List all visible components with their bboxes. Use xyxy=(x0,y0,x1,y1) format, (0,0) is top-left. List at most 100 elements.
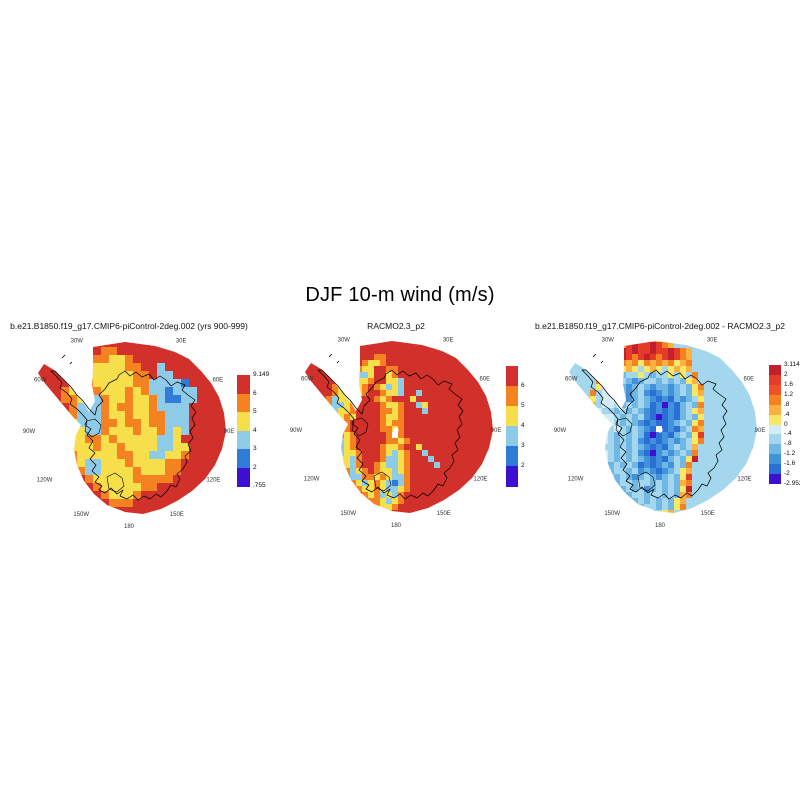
grid-cell xyxy=(668,342,675,349)
grid-cell xyxy=(308,372,315,379)
grid-cell xyxy=(428,408,435,415)
grid-cell xyxy=(332,366,339,373)
grid-cell xyxy=(374,348,381,355)
grid-cell xyxy=(362,516,368,522)
colorbar-segment xyxy=(769,474,781,485)
grid-cell xyxy=(404,384,411,391)
grid-cell xyxy=(29,419,37,427)
grid-cell xyxy=(392,486,399,493)
grid-cell xyxy=(728,414,735,421)
grid-cell xyxy=(728,510,735,513)
grid-cell xyxy=(656,492,663,499)
grid-cell xyxy=(476,341,483,343)
grid-cell xyxy=(668,390,675,397)
grid-cell xyxy=(728,384,735,391)
grid-cell xyxy=(314,432,321,439)
grid-cell xyxy=(434,390,441,397)
grid-cell xyxy=(362,414,369,421)
grid-cell xyxy=(698,462,705,469)
grid-cell xyxy=(386,420,393,427)
grid-cell xyxy=(53,507,62,514)
grid-cell xyxy=(149,467,158,476)
grid-cell xyxy=(560,420,566,426)
grid-cell xyxy=(476,366,483,373)
grid-cell xyxy=(569,360,573,367)
grid-cell xyxy=(569,408,573,415)
grid-cell xyxy=(221,395,226,404)
grid-cell xyxy=(602,498,609,505)
grid-cell xyxy=(608,414,615,421)
grid-cell xyxy=(470,426,477,433)
grid-cell xyxy=(374,486,381,493)
grid-cell xyxy=(117,403,126,412)
grid-cell xyxy=(416,444,423,451)
grid-cell xyxy=(386,348,393,355)
grid-cell xyxy=(410,498,417,505)
grid-cell xyxy=(470,510,477,513)
grid-cell xyxy=(704,426,711,433)
grid-cell xyxy=(53,403,62,412)
grid-cell xyxy=(650,384,657,391)
grid-cell xyxy=(722,354,729,361)
grid-cell xyxy=(668,516,674,522)
grid-cell xyxy=(452,390,459,397)
grid-cell xyxy=(620,341,627,343)
grid-cell xyxy=(117,395,126,404)
grid-cell xyxy=(698,330,704,336)
grid-cell xyxy=(117,491,126,500)
grid-cell xyxy=(61,419,70,428)
grid-cell xyxy=(572,384,579,391)
grid-cell xyxy=(596,486,603,493)
grid-cell xyxy=(722,510,729,513)
grid-cell xyxy=(608,474,615,481)
grid-cell xyxy=(362,384,369,391)
grid-cell xyxy=(569,510,573,513)
grid-cell xyxy=(584,432,591,439)
grid-cell xyxy=(356,366,363,373)
grid-cell xyxy=(638,456,645,463)
grid-cell xyxy=(308,366,315,373)
grid-cell xyxy=(85,451,94,460)
grid-cell xyxy=(386,444,393,451)
grid-cell xyxy=(109,491,118,500)
colorbar-segment xyxy=(769,424,781,435)
grid-cell xyxy=(380,462,387,469)
grid-cell xyxy=(662,474,669,481)
grid-cell xyxy=(422,396,429,403)
grid-cell xyxy=(61,347,70,356)
grid-cell xyxy=(380,384,387,391)
grid-cell xyxy=(380,360,387,367)
grid-cell xyxy=(569,438,573,445)
grid-cell xyxy=(569,432,573,439)
grid-cell xyxy=(434,450,441,457)
grid-cell xyxy=(452,492,459,499)
grid-cell xyxy=(698,438,705,445)
grid-cell xyxy=(189,491,198,500)
grid-cell xyxy=(410,354,417,361)
grid-cell xyxy=(149,347,158,356)
grid-cell xyxy=(404,341,411,343)
grid-cell xyxy=(560,462,566,468)
grid-cell xyxy=(422,354,429,361)
grid-cell xyxy=(189,499,198,508)
grid-cell xyxy=(614,498,621,505)
grid-cell xyxy=(464,468,471,475)
grid-cell xyxy=(53,371,62,380)
grid-cell xyxy=(614,342,621,349)
grid-cell xyxy=(374,432,381,439)
grid-cell xyxy=(362,450,369,457)
grid-cell xyxy=(728,450,735,457)
grid-cell xyxy=(608,486,615,493)
grid-cell xyxy=(350,474,357,481)
grid-cell xyxy=(205,331,213,339)
grid-cell xyxy=(476,420,483,427)
grid-cell xyxy=(93,483,102,492)
grid-cell xyxy=(398,474,405,481)
grid-cell xyxy=(722,450,729,457)
grid-cell xyxy=(374,342,381,349)
grid-cell xyxy=(305,342,309,349)
grid-cell xyxy=(380,330,386,336)
grid-cell xyxy=(458,456,465,463)
grid-cell xyxy=(728,420,735,427)
grid-cell xyxy=(470,390,477,397)
